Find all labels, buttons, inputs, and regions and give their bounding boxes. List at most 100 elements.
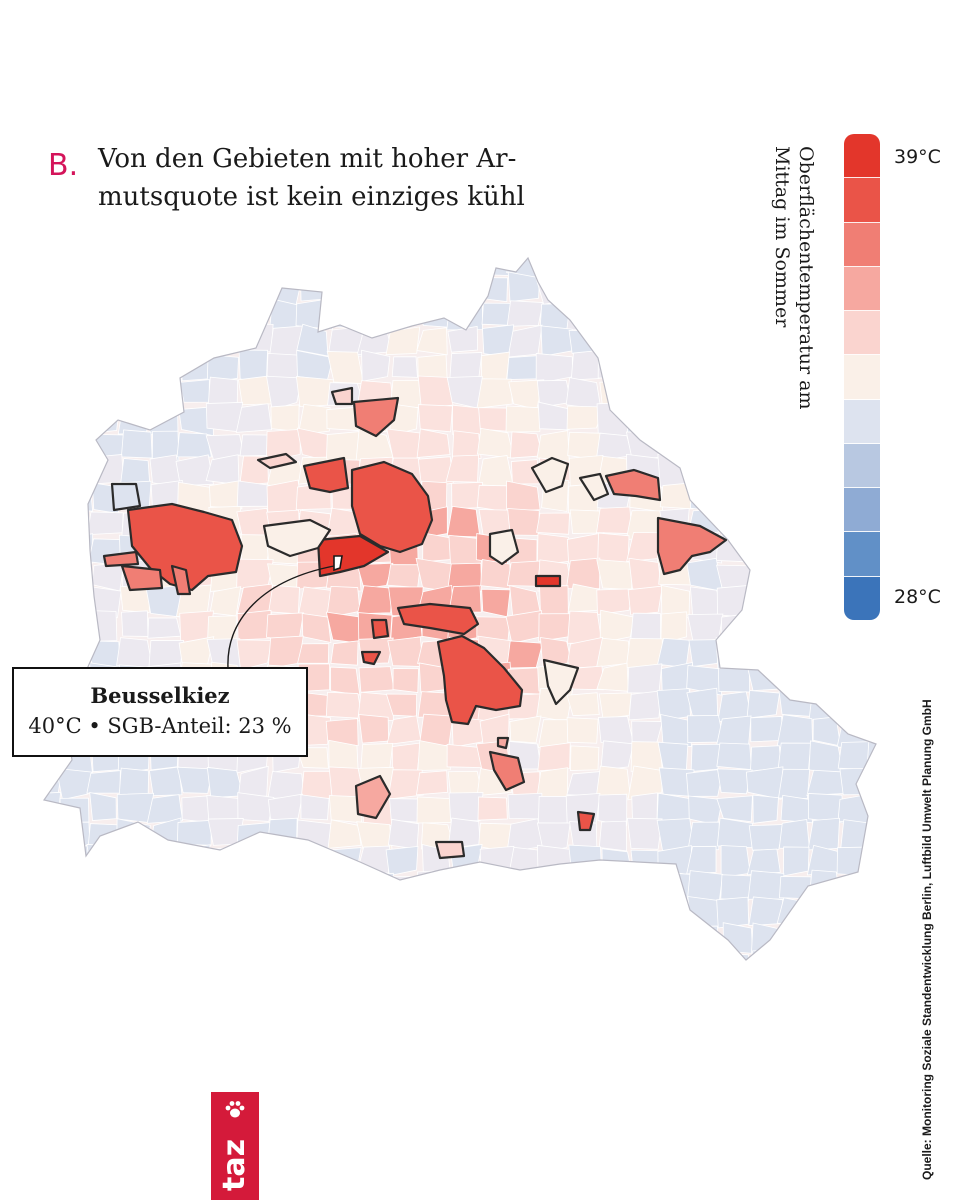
district-tile <box>839 767 869 796</box>
district-tile <box>385 326 421 356</box>
poverty-area <box>604 468 662 502</box>
poverty-area <box>126 502 244 592</box>
district-tile <box>325 691 363 719</box>
district-tile <box>745 766 784 800</box>
poverty-area <box>352 396 400 438</box>
district-tile <box>627 663 663 694</box>
district-tile <box>807 975 843 1001</box>
district-tile <box>716 272 752 303</box>
district-tile <box>385 845 419 877</box>
poverty-area <box>488 528 520 566</box>
district-tile <box>691 977 719 1006</box>
district-tile <box>176 766 214 794</box>
district-tile <box>208 896 243 930</box>
district-tile <box>687 429 725 461</box>
district-tile <box>510 459 540 485</box>
district-tile <box>746 558 784 593</box>
district-tile <box>476 948 512 960</box>
district-tile <box>44 848 62 877</box>
high-poverty-areas <box>102 386 728 860</box>
district-tile <box>386 900 424 926</box>
district-tile <box>809 896 844 928</box>
district-tile <box>507 872 544 902</box>
district-tile <box>295 258 330 278</box>
district-tile <box>206 303 245 330</box>
poverty-area <box>262 518 332 558</box>
district-tile <box>566 258 604 281</box>
district-tile <box>330 640 359 666</box>
district-tile <box>265 898 302 928</box>
district-tile <box>146 975 183 1005</box>
district-tile <box>447 924 484 957</box>
district-tile <box>56 429 93 459</box>
district-tile <box>44 587 62 619</box>
district-tile <box>44 609 64 637</box>
district-tile <box>566 299 604 331</box>
district-tile <box>625 638 664 669</box>
district-tile <box>117 924 153 955</box>
district-tile <box>417 404 453 433</box>
district-tile <box>242 299 269 330</box>
district-tile <box>88 272 121 306</box>
district-tile <box>117 975 152 1007</box>
district-tile <box>569 509 603 534</box>
district-tile <box>811 536 843 563</box>
district-tile <box>176 922 209 956</box>
district-tile <box>716 742 752 771</box>
district-tile <box>658 430 695 458</box>
district-tile <box>722 922 754 954</box>
district-tile <box>566 405 605 430</box>
district-tile <box>447 275 484 302</box>
district-tile <box>537 401 573 431</box>
district-tile <box>86 511 124 536</box>
district-tile <box>659 258 693 278</box>
district-tile <box>56 376 92 406</box>
district-tile <box>747 507 783 539</box>
poverty-area <box>396 602 480 636</box>
district-tile <box>870 798 876 826</box>
district-tile <box>181 300 214 332</box>
district-tile <box>208 480 243 510</box>
district-tile <box>596 559 633 590</box>
district-tile <box>596 276 632 304</box>
district-tile <box>386 924 419 957</box>
district-tile <box>326 975 363 1008</box>
district-tile <box>806 505 839 538</box>
district-tile <box>661 380 692 406</box>
district-tile <box>237 792 275 822</box>
poverty-area <box>534 574 562 588</box>
district-tile <box>61 533 94 564</box>
district-tile <box>86 844 120 878</box>
poverty-area <box>360 650 382 666</box>
district-tile <box>86 298 122 330</box>
district-tile <box>208 273 241 304</box>
district-tile <box>362 872 394 901</box>
callout-name: Beusselkiez <box>90 683 230 708</box>
district-tile <box>393 980 421 1008</box>
district-tile <box>327 895 359 930</box>
district-tile <box>120 429 153 459</box>
district-tile <box>716 817 753 849</box>
district-tile <box>242 876 275 901</box>
district-tile <box>239 434 271 457</box>
district-tile <box>716 434 752 459</box>
district-tile <box>266 375 303 411</box>
district-tile <box>328 739 359 772</box>
district-tile <box>386 272 420 301</box>
district-tile <box>746 639 780 670</box>
district-tile <box>686 768 724 797</box>
district-tile <box>418 898 451 927</box>
district-tile <box>358 666 395 693</box>
district-tile <box>775 636 814 667</box>
callout-leader-line <box>227 565 335 669</box>
district-tile <box>266 847 305 878</box>
district-tile <box>692 271 718 301</box>
district-tile <box>121 354 151 383</box>
district-tile <box>387 875 424 904</box>
district-tile <box>57 639 91 667</box>
district-tile <box>566 692 600 717</box>
district-tile <box>657 637 691 668</box>
district-tile <box>209 258 242 278</box>
district-tile <box>86 258 125 281</box>
district-tile <box>57 584 92 616</box>
